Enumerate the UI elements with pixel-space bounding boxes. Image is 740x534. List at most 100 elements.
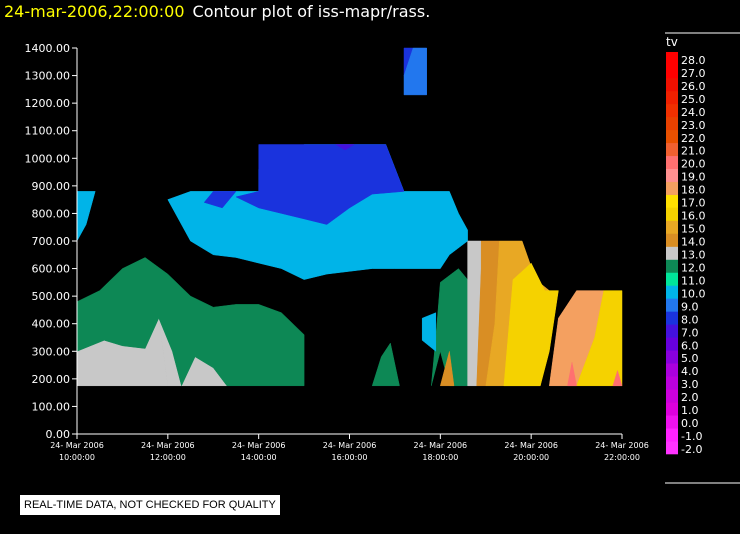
colorbar-swatch [666,168,678,182]
x-tick-time: 16:00:00 [332,453,368,462]
contour-region-21 [612,369,623,387]
y-tick-label: 0.00 [46,428,71,441]
chart-title: Contour plot of iss-mapr/rass. [192,2,431,21]
x-tick-date: 24- Mar 2006 [504,441,558,450]
colorbar-label: 24.0 [681,106,706,119]
colorbar-label: -1.0 [681,430,702,443]
plot-area [76,47,623,387]
contour-region-17 [503,262,559,387]
y-axis: 0.00 100.00 200.00 300.00 400.00 500.00 600.00… [25,42,78,441]
colorbar-label: 22.0 [681,132,706,145]
x-tick-date: 24- Mar 2006 [232,441,286,450]
colorbar-label: 25.0 [681,93,706,106]
colorbar-swatch [666,194,678,208]
contour-region-12 [335,144,355,151]
colorbar-swatch [666,298,678,312]
colorbar-label: 18.0 [681,184,706,197]
timestamp-title: 24-mar-2006,22:00:00 [4,2,185,21]
colorbar-swatch [666,246,678,260]
x-tick-date: 24- Mar 2006 [595,441,649,450]
contour-region-6 [76,191,96,242]
x-tick-time: 10:00:00 [59,453,95,462]
x-tick-date: 24- Mar 2006 [323,441,377,450]
contour-region-15 [439,351,455,387]
y-tick-label: 1300.00 [25,70,71,83]
x-axis: 24- Mar 2006 10:00:00 24- Mar 2006 12:00:00… [50,433,649,462]
x-tick-time: 22:00:00 [604,453,640,462]
contour-region-8 [235,144,405,225]
colorbar-swatch [666,272,678,286]
colorbar-swatch [666,402,678,416]
colorbar-swatch [666,259,678,273]
colorbar-label: 9.0 [681,300,699,313]
colorbar-label: 2.0 [681,391,699,404]
colorbar-swatch [666,285,678,299]
colorbar-swatch [666,207,678,221]
colorbar-label: 4.0 [681,365,699,378]
colorbar-label: 14.0 [681,236,706,249]
colorbar-label: 27.0 [681,67,706,80]
title-row: 24-mar-2006,22:00:00 Contour plot of iss-… [4,2,430,24]
colorbar-label: 1.0 [681,404,699,417]
colorbar-label: 5.0 [681,352,699,365]
colorbar-swatch [666,324,678,338]
colorbar-label: 13.0 [681,248,706,261]
colorbar-swatch [666,350,678,364]
x-tick-time: 18:00:00 [422,453,458,462]
x-tick-time: 20:00:00 [513,453,549,462]
colorbar-swatch [666,90,678,105]
y-tick-label: 100.00 [32,400,71,413]
y-tick-label: 1000.00 [25,152,71,165]
x-tick-time: 12:00:00 [150,453,186,462]
colorbar-label: 28.0 [681,54,706,67]
colorbar-swatch [666,155,678,170]
x-tick-date: 24- Mar 2006 [141,441,195,450]
colorbar-swatch [666,129,678,144]
y-tick-label: 1400.00 [25,42,71,55]
colorbar-swatch [666,311,678,325]
colorbar-label: 16.0 [681,210,706,223]
colorbar-label: 12.0 [681,261,706,274]
colorbar-label: 23.0 [681,119,706,132]
colorbar-swatch [666,337,678,351]
y-tick-label: 200.00 [32,373,71,386]
colorbar-swatch [666,363,678,377]
colorbar-label: 10.0 [681,287,706,300]
colorbar-swatch [666,116,678,131]
colorbar-swatch [666,181,678,195]
colorbar-label: 3.0 [681,378,699,391]
colorbar-swatch [666,428,678,442]
colorbar-label: -2.0 [681,443,702,456]
colorbar-label: 7.0 [681,326,699,339]
colorbar-swatch [666,77,678,92]
colorbar-variable-label: tv [666,35,678,49]
contour-region-9 [203,191,237,209]
quality-notice: REAL-TIME DATA, NOT CHECKED FOR QUALITY [20,495,280,515]
colorbar-label: 17.0 [681,197,706,210]
colorbar-swatch [666,52,678,66]
colorbar-swatch [666,441,678,455]
y-tick-label: 400.00 [32,318,71,331]
colorbar-swatch [666,233,678,247]
y-tick-label: 500.00 [32,290,71,303]
y-tick-label: 900.00 [32,180,71,193]
x-tick-date: 24- Mar 2006 [414,441,468,450]
colorbar-swatch [666,142,678,157]
y-tick-label: 300.00 [32,345,71,358]
x-tick-time: 14:00:00 [241,453,277,462]
colorbar-swatch [666,220,678,234]
contour-region-3 [371,342,400,387]
contour-region-7 [421,312,437,352]
colorbar-label: 26.0 [681,80,706,93]
y-tick-label: 800.00 [32,207,71,220]
colorbar-swatch [666,64,678,79]
colorbar-label: 6.0 [681,339,699,352]
y-tick-label: 700.00 [32,235,71,248]
colorbar-label: 11.0 [681,274,706,287]
y-tick-label: 600.00 [32,263,71,276]
colorbar-swatch [666,389,678,403]
colorbar: tv -2.0-1.00.01.02.03.04.05.06.07.08.09.0… [665,32,740,484]
colorbar-label: 19.0 [681,171,706,184]
colorbar-swatch [666,415,678,429]
